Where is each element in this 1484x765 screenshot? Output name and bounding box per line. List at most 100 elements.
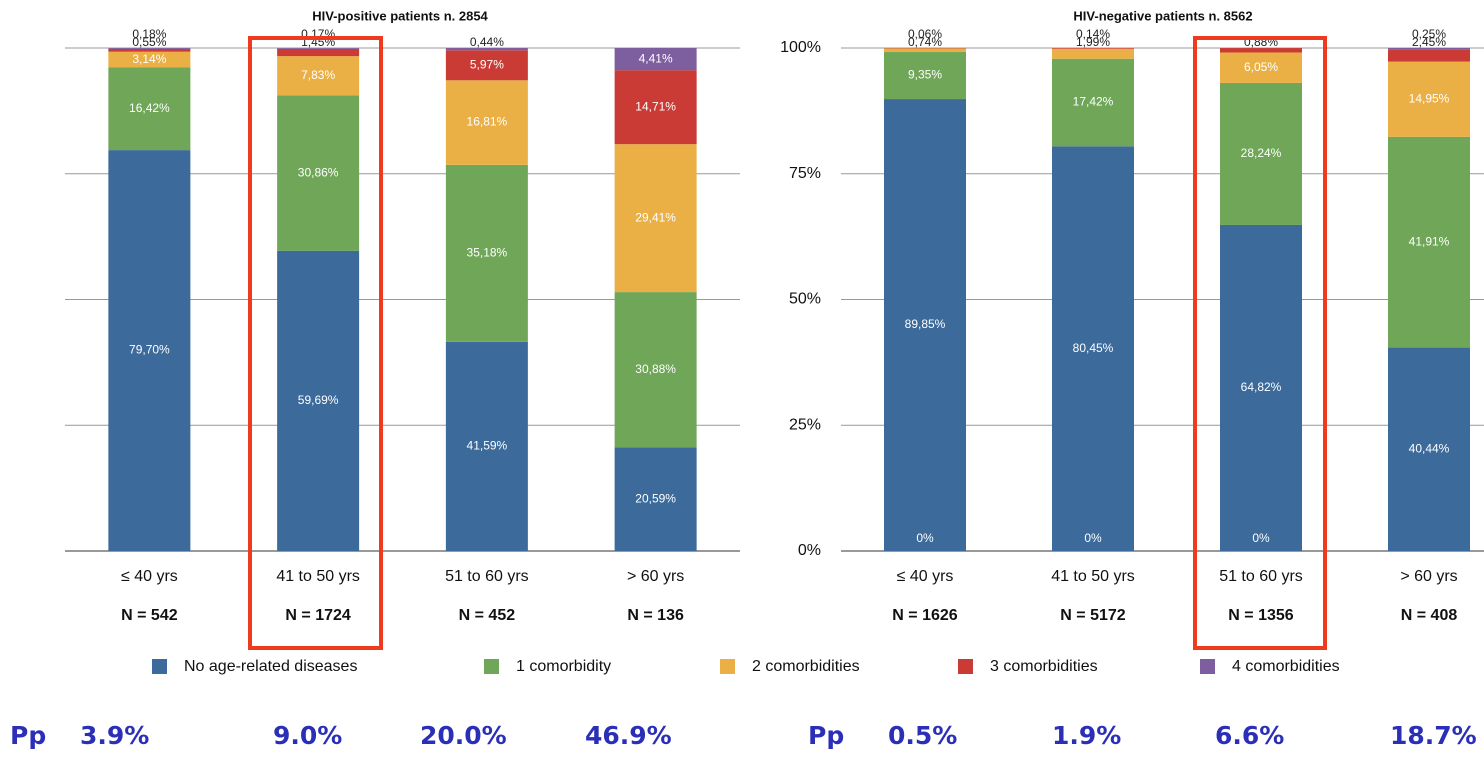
pp-value: 18.7% <box>1390 721 1477 750</box>
data-label: 14,95% <box>1409 91 1450 105</box>
x-tick-label: 41 to 50 yrs <box>276 568 360 585</box>
bar-segment <box>1388 49 1470 62</box>
data-label: 0% <box>1084 531 1102 545</box>
n-label: N = 1356 <box>1228 607 1293 624</box>
data-label: 16,81% <box>467 115 508 129</box>
bar-segment <box>1388 48 1470 50</box>
highlight-box <box>1193 36 1327 650</box>
legend-label: 3 comorbidities <box>990 658 1098 675</box>
legend-label: No age-related diseases <box>184 658 357 675</box>
pp-value: 1.9% <box>1052 721 1121 750</box>
highlight-box <box>248 36 383 650</box>
data-label: 40,44% <box>1409 441 1450 455</box>
data-label: 28,24% <box>1241 146 1282 160</box>
y-tick-label: 50% <box>789 291 821 308</box>
data-label: 6,05% <box>1244 60 1278 74</box>
legend-label: 1 comorbidity <box>516 658 611 675</box>
pp-value: 20.0% <box>420 721 507 750</box>
data-label: 1,99% <box>1076 35 1110 49</box>
x-tick-label: 51 to 60 yrs <box>1219 568 1303 585</box>
y-tick-label: 0% <box>798 542 821 559</box>
y-tick-label: 75% <box>789 165 821 182</box>
pp-label: Pp <box>10 721 46 750</box>
data-label: 5,97% <box>470 57 504 71</box>
bar-segment <box>277 250 360 552</box>
bar-segment <box>884 99 966 551</box>
pp-value: 9.0% <box>273 721 342 750</box>
data-label: 35,18% <box>467 245 508 259</box>
n-label: N = 408 <box>1401 607 1458 624</box>
bar-segment <box>277 95 360 251</box>
x-tick-label: > 60 yrs <box>627 568 684 585</box>
pp-label: Pp <box>808 721 844 750</box>
y-tick-label: 25% <box>789 416 821 433</box>
data-label: 89,85% <box>905 317 946 331</box>
bar-segment <box>1220 48 1302 53</box>
data-label: 0,55% <box>132 35 166 49</box>
bar-segment <box>1388 136 1470 348</box>
bar-segment <box>614 292 697 448</box>
data-label: 20,59% <box>635 491 676 505</box>
pp-value: 0.5% <box>888 721 957 750</box>
data-label: 79,70% <box>129 343 170 357</box>
data-label: 0% <box>916 531 934 545</box>
data-label: 16,42% <box>129 101 170 115</box>
bar-segment <box>614 70 697 145</box>
x-tick-label: 51 to 60 yrs <box>445 568 529 585</box>
legend-swatch <box>720 659 735 674</box>
data-label: 64,82% <box>1241 380 1282 394</box>
bar-segment <box>108 51 191 68</box>
n-label: N = 5172 <box>1060 607 1125 624</box>
data-label: 2,45% <box>1412 35 1446 49</box>
bar-segment <box>1220 82 1302 225</box>
bar-segment <box>614 144 697 293</box>
legend-label: 4 comorbidities <box>1232 658 1340 675</box>
pp-value: 6.6% <box>1215 721 1284 750</box>
n-label: N = 542 <box>121 607 178 624</box>
legend-swatch <box>1200 659 1215 674</box>
data-label: 0,44% <box>470 35 504 49</box>
x-tick-label: ≤ 40 yrs <box>121 568 178 585</box>
bar-segment <box>445 164 528 342</box>
data-label: 7,83% <box>301 68 335 82</box>
n-label: N = 452 <box>459 607 516 624</box>
bar-segment <box>277 48 360 49</box>
data-label: 9,35% <box>908 68 942 82</box>
pp-value: 46.9% <box>585 721 672 750</box>
bar-segment <box>1052 58 1134 147</box>
bar-segment <box>884 52 966 100</box>
data-label: 29,41% <box>635 210 676 224</box>
bar-segment <box>1220 224 1302 552</box>
bar-segment <box>614 447 697 551</box>
data-label: 0,06% <box>908 27 942 41</box>
data-label: 0,14% <box>1076 27 1110 41</box>
chart-title: HIV-negative patients n. 8562 <box>1073 8 1252 23</box>
bar-segment <box>1388 347 1470 551</box>
legend-label: 2 comorbidities <box>752 658 860 675</box>
bar-segment <box>108 67 191 151</box>
data-label: 17,42% <box>1073 95 1114 109</box>
chart-title: HIV-positive patients n. 2854 <box>312 8 488 23</box>
data-label: 0% <box>1252 531 1270 545</box>
y-tick-label: 100% <box>780 39 821 56</box>
bar-segment <box>884 48 966 53</box>
data-label: 80,45% <box>1073 341 1114 355</box>
data-label: 4,41% <box>639 51 673 65</box>
n-label: N = 136 <box>627 607 684 624</box>
data-label: 14,71% <box>635 99 676 113</box>
data-label: 41,91% <box>1409 234 1450 248</box>
data-label: 30,86% <box>298 165 339 179</box>
bar-segment <box>1052 146 1134 552</box>
bar-segment <box>445 48 528 51</box>
bar-segment <box>1052 48 1134 49</box>
data-label: 30,88% <box>635 362 676 376</box>
data-label: 0,25% <box>1412 27 1446 41</box>
bar-segment <box>1052 48 1134 59</box>
data-label: 59,69% <box>298 393 339 407</box>
bar-segment <box>614 48 697 71</box>
bar-segment <box>445 50 528 81</box>
legend-swatch <box>484 659 499 674</box>
bar-segment <box>445 341 528 551</box>
bar-segment <box>1220 52 1302 83</box>
